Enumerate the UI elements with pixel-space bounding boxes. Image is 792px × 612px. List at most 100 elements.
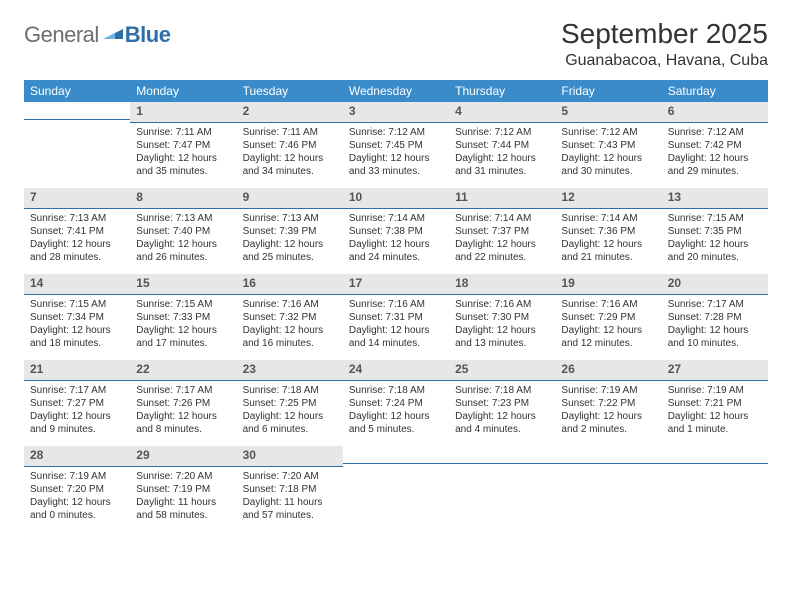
calendar-week-row: 1Sunrise: 7:11 AMSunset: 7:47 PMDaylight… (24, 102, 768, 188)
day-number: 2 (237, 102, 343, 123)
day-number: 11 (449, 188, 555, 209)
day-details: Sunrise: 7:14 AMSunset: 7:36 PMDaylight:… (555, 209, 661, 268)
weekday-header: Wednesday (343, 80, 449, 102)
calendar-day-cell: 8Sunrise: 7:13 AMSunset: 7:40 PMDaylight… (130, 188, 236, 274)
title-block: September 2025 Guanabacoa, Havana, Cuba (561, 18, 768, 70)
calendar-day-cell: 22Sunrise: 7:17 AMSunset: 7:26 PMDayligh… (130, 360, 236, 446)
sunset-line: Sunset: 7:25 PM (243, 397, 337, 410)
sunrise-line: Sunrise: 7:20 AM (136, 470, 230, 483)
location-label: Guanabacoa, Havana, Cuba (561, 52, 768, 70)
calendar-day-cell: 17 Sunrise: 7:16 AMSunset: 7:31 PMDayligh… (343, 274, 449, 360)
day-number: 18 (449, 274, 555, 295)
sunrise-line: Sunrise: 7:15 AM (136, 298, 230, 311)
day-number: 19 (555, 274, 661, 295)
weekday-header: Saturday (662, 80, 768, 102)
day-number: 9 (237, 188, 343, 209)
weekday-header: Tuesday (237, 80, 343, 102)
header: General Blue September 2025 Guanabacoa, … (24, 18, 768, 70)
day-number (24, 102, 130, 120)
sunset-line: Sunset: 7:46 PM (243, 139, 337, 152)
day-details: Sunrise: 7:13 AMSunset: 7:40 PMDaylight:… (130, 209, 236, 268)
sunrise-line: Sunrise: 7:20 AM (243, 470, 337, 483)
calendar-day-cell: 10Sunrise: 7:14 AMSunset: 7:38 PMDayligh… (343, 188, 449, 274)
day-number: 15 (130, 274, 236, 295)
day-number: 24 (343, 360, 449, 381)
day-number: 27 (662, 360, 768, 381)
daylight-line: Daylight: 12 hours and 10 minutes. (668, 324, 762, 350)
day-number: 17 (343, 274, 449, 295)
sunrise-line: Sunrise: 7:17 AM (30, 384, 124, 397)
calendar-day-cell: 2Sunrise: 7:11 AMSunset: 7:46 PMDaylight… (237, 102, 343, 188)
day-number: 5 (555, 102, 661, 123)
sunset-line: Sunset: 7:20 PM (30, 483, 124, 496)
sunrise-line: Sunrise: 7:14 AM (561, 212, 655, 225)
sunset-line: Sunset: 7:44 PM (455, 139, 549, 152)
daylight-line: Daylight: 12 hours and 2 minutes. (561, 410, 655, 436)
sunrise-line: Sunrise: 7:11 AM (243, 126, 337, 139)
day-number: 1 (130, 102, 236, 123)
daylight-line: Daylight: 12 hours and 30 minutes. (561, 152, 655, 178)
day-details: Sunrise: 7:15 AMSunset: 7:34 PMDaylight:… (24, 295, 130, 354)
day-details: Sunrise: 7:16 AMSunset: 7:32 PMDaylight:… (237, 295, 343, 354)
sunset-line: Sunset: 7:31 PM (349, 311, 443, 324)
day-details: Sunrise: 7:13 AMSunset: 7:39 PMDaylight:… (237, 209, 343, 268)
day-details: Sunrise: 7:16 AMSunset: 7:30 PMDaylight:… (449, 295, 555, 354)
day-number: 29 (130, 446, 236, 467)
day-number: 3 (343, 102, 449, 123)
sunset-line: Sunset: 7:41 PM (30, 225, 124, 238)
daylight-line: Daylight: 12 hours and 5 minutes. (349, 410, 443, 436)
sunset-line: Sunset: 7:35 PM (668, 225, 762, 238)
daylight-line: Daylight: 12 hours and 9 minutes. (30, 410, 124, 436)
daylight-line: Daylight: 12 hours and 35 minutes. (136, 152, 230, 178)
sunrise-line: Sunrise: 7:18 AM (243, 384, 337, 397)
calendar-day-cell: 16Sunrise: 7:16 AMSunset: 7:32 PMDayligh… (237, 274, 343, 360)
day-number: 25 (449, 360, 555, 381)
calendar-day-cell: 28Sunrise: 7:19 AMSunset: 7:20 PMDayligh… (24, 446, 130, 532)
day-number: 26 (555, 360, 661, 381)
day-details: Sunrise: 7:12 AMSunset: 7:42 PMDaylight:… (662, 123, 768, 182)
calendar-day-cell: 5Sunrise: 7:12 AMSunset: 7:43 PMDaylight… (555, 102, 661, 188)
sunrise-line: Sunrise: 7:19 AM (561, 384, 655, 397)
day-details: Sunrise: 7:13 AMSunset: 7:41 PMDaylight:… (24, 209, 130, 268)
day-number: 16 (237, 274, 343, 295)
day-number: 10 (343, 188, 449, 209)
weekday-header: Thursday (449, 80, 555, 102)
day-details: Sunrise: 7:20 AMSunset: 7:18 PMDaylight:… (237, 467, 343, 526)
sunset-line: Sunset: 7:24 PM (349, 397, 443, 410)
calendar-empty-cell (343, 446, 449, 532)
calendar-empty-cell (24, 102, 130, 188)
day-number: 4 (449, 102, 555, 123)
daylight-line: Daylight: 12 hours and 21 minutes. (561, 238, 655, 264)
day-details: Sunrise: 7:17 AMSunset: 7:28 PMDaylight:… (662, 295, 768, 354)
daylight-line: Daylight: 12 hours and 14 minutes. (349, 324, 443, 350)
sunset-line: Sunset: 7:22 PM (561, 397, 655, 410)
daylight-line: Daylight: 12 hours and 31 minutes. (455, 152, 549, 178)
logo-mark-icon (103, 25, 123, 46)
calendar-day-cell: 20Sunrise: 7:17 AMSunset: 7:28 PMDayligh… (662, 274, 768, 360)
day-details: Sunrise: 7:19 AMSunset: 7:22 PMDaylight:… (555, 381, 661, 440)
calendar-day-cell: 26Sunrise: 7:19 AMSunset: 7:22 PMDayligh… (555, 360, 661, 446)
sunrise-line: Sunrise: 7:16 AM (349, 298, 443, 311)
day-details: Sunrise: 7:19 AMSunset: 7:20 PMDaylight:… (24, 467, 130, 526)
calendar-day-cell: 14Sunrise: 7:15 AMSunset: 7:34 PMDayligh… (24, 274, 130, 360)
day-details: Sunrise: 7:15 AMSunset: 7:33 PMDaylight:… (130, 295, 236, 354)
day-details: Sunrise: 7:14 AMSunset: 7:37 PMDaylight:… (449, 209, 555, 268)
calendar-day-cell: 1Sunrise: 7:11 AMSunset: 7:47 PMDaylight… (130, 102, 236, 188)
calendar-day-cell: 3Sunrise: 7:12 AMSunset: 7:45 PMDaylight… (343, 102, 449, 188)
sunrise-line: Sunrise: 7:13 AM (243, 212, 337, 225)
sunrise-line: Sunrise: 7:14 AM (455, 212, 549, 225)
day-number: 7 (24, 188, 130, 209)
day-details: Sunrise: 7:12 AMSunset: 7:43 PMDaylight:… (555, 123, 661, 182)
sunset-line: Sunset: 7:26 PM (136, 397, 230, 410)
day-details: Sunrise: 7:18 AMSunset: 7:24 PMDaylight:… (343, 381, 449, 440)
day-number (555, 446, 661, 464)
calendar-empty-cell (555, 446, 661, 532)
daylight-line: Daylight: 12 hours and 1 minute. (668, 410, 762, 436)
daylight-line: Daylight: 12 hours and 0 minutes. (30, 496, 124, 522)
daylight-line: Daylight: 12 hours and 25 minutes. (243, 238, 337, 264)
day-number: 13 (662, 188, 768, 209)
sunset-line: Sunset: 7:34 PM (30, 311, 124, 324)
day-details: Sunrise: 7:17 AMSunset: 7:27 PMDaylight:… (24, 381, 130, 440)
daylight-line: Daylight: 11 hours and 57 minutes. (243, 496, 337, 522)
sunrise-line: Sunrise: 7:13 AM (136, 212, 230, 225)
